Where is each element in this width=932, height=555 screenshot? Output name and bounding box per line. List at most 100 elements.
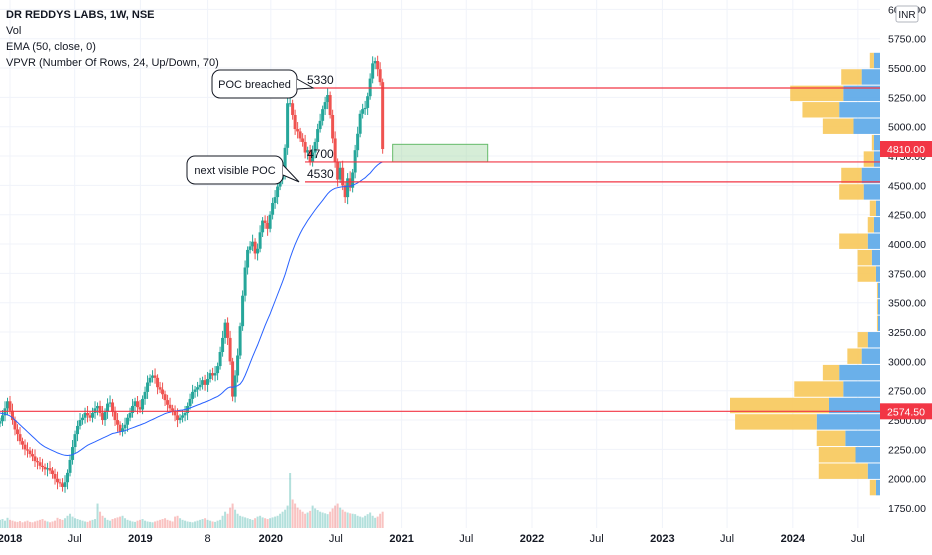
candle-body	[213, 373, 217, 376]
level-label: 4530	[307, 167, 334, 181]
volume-bar	[121, 515, 124, 528]
candle-body	[296, 129, 300, 132]
candle-body	[111, 402, 115, 412]
candle-body	[348, 178, 352, 188]
annotation-callout	[186, 155, 284, 185]
volume-bar	[46, 521, 49, 528]
volume-bar	[84, 521, 87, 528]
candle-body	[181, 415, 185, 418]
volume-bar	[221, 515, 224, 528]
candle-body	[66, 472, 70, 483]
candle-body	[263, 220, 267, 223]
volume-profile-up-bar	[875, 266, 880, 282]
legend-ema[interactable]: EMA (50, close, 0)	[6, 41, 96, 53]
candle-body	[193, 389, 197, 392]
candle-body	[18, 434, 22, 442]
volume-profile-down-bar	[869, 479, 876, 496]
volume-profile-down-bar	[869, 52, 874, 69]
volume-bar	[226, 513, 229, 528]
volume-bar	[189, 521, 192, 528]
volume-bar	[331, 508, 334, 528]
volume-profile-up-bar	[867, 332, 880, 348]
candle-body	[371, 63, 375, 79]
candle-body	[26, 449, 30, 451]
legend-vpvr[interactable]: VPVR (Number Of Rows, 24, Up/Down, 70)	[6, 57, 219, 69]
volume-profile-down-bar	[822, 364, 840, 381]
volume-profile-up-bar	[861, 348, 880, 364]
x-tick-label: Jul	[720, 533, 734, 545]
candle-body	[293, 114, 297, 130]
volume-profile-down-bar	[876, 299, 878, 315]
candle-body	[191, 391, 195, 399]
volume-bar	[191, 522, 194, 528]
volume-profile-up-bar	[867, 463, 880, 479]
volume-bar	[74, 518, 77, 528]
candle-body	[161, 389, 165, 395]
candle-body	[133, 401, 137, 406]
volume-bar	[216, 520, 219, 528]
volume-bar	[39, 519, 42, 528]
candle-body	[343, 185, 347, 198]
volume-bar	[324, 513, 327, 528]
volume-bar	[249, 519, 252, 528]
volume-bar	[24, 521, 27, 528]
volume-bar	[41, 519, 44, 528]
candle-body	[123, 424, 127, 429]
y-tick-label: 4000.00	[888, 239, 926, 251]
candle-body	[56, 478, 60, 483]
volume-bar	[91, 519, 94, 528]
candle-body	[13, 420, 17, 430]
volume-bar	[4, 520, 7, 528]
candle-body	[188, 398, 192, 406]
volume-bar	[261, 517, 264, 528]
x-tick-label: 2021	[389, 533, 413, 545]
candle-body	[166, 400, 170, 405]
candle-body	[311, 152, 315, 162]
y-tick-label: 3000.00	[888, 356, 926, 368]
candle-body	[73, 434, 77, 448]
candle-body	[286, 103, 290, 148]
y-tick-label: 3500.00	[888, 298, 926, 310]
candle-body	[138, 407, 142, 410]
candle-body	[258, 232, 262, 249]
volume-bar	[351, 513, 354, 528]
volume-bar	[6, 517, 9, 528]
volume-bar	[99, 511, 102, 528]
volume-bar	[244, 517, 247, 528]
volume-bar	[36, 520, 39, 528]
volume-bar	[251, 519, 254, 528]
candle-body	[301, 138, 305, 142]
candle-body	[141, 398, 145, 410]
legend-symbol-title[interactable]: DR REDDYS LABS, 1W, NSE	[6, 9, 155, 21]
price-badge	[880, 141, 932, 158]
candle-body	[338, 167, 342, 180]
volume-bar	[359, 516, 362, 528]
volume-profile-down-bar	[857, 332, 868, 348]
candle-body	[376, 61, 380, 70]
x-tick-label: Jul	[590, 533, 604, 545]
candle-body	[246, 249, 250, 268]
candle-body	[251, 241, 255, 247]
volume-bar	[34, 521, 37, 528]
candle-body	[8, 401, 12, 411]
candle-body	[206, 378, 210, 385]
candle-body	[88, 415, 92, 418]
candle-body	[201, 380, 205, 385]
candle-body	[51, 470, 55, 475]
volume-bar	[234, 509, 237, 528]
volume-bar	[11, 520, 14, 528]
candle-body	[378, 69, 382, 83]
volume-bar	[104, 517, 107, 528]
candle-body	[336, 161, 340, 180]
candle-body	[326, 95, 330, 103]
candle-body	[308, 150, 312, 162]
legend-volume[interactable]: Vol	[6, 25, 22, 37]
candle-body	[93, 408, 97, 414]
volume-bar	[44, 520, 47, 528]
y-tick-label: 5250.00	[888, 92, 926, 104]
volume-bar	[376, 516, 379, 528]
annotation-pointer	[282, 164, 300, 183]
volume-bar	[64, 518, 67, 528]
level-label: 5330	[307, 73, 334, 87]
